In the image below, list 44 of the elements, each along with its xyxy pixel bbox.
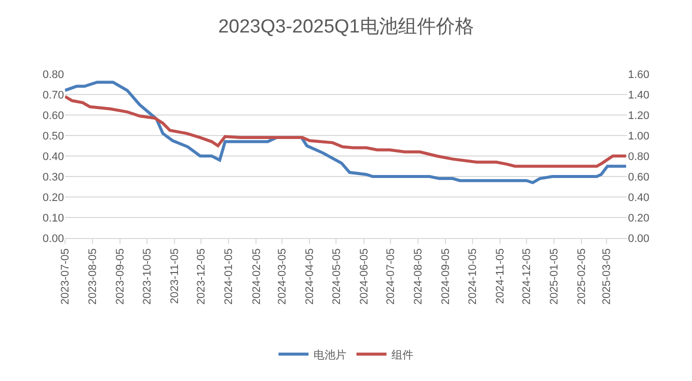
y2-tick-label: 0.60 <box>628 171 650 184</box>
y-tick-label: 0.00 <box>42 232 64 245</box>
x-tick-label: 2024-09-05 <box>440 248 452 305</box>
x-tick-label: 2025-01-05 <box>548 248 561 305</box>
chart-title: 2023Q3-2025Q1电池组件价格 <box>218 16 474 38</box>
x-tick-label: 2024-02-05 <box>250 248 263 305</box>
x-tick-label: 2024-05-05 <box>330 248 343 305</box>
y2-tick-label: 0.00 <box>628 232 650 245</box>
y-tick-label: 0.10 <box>42 212 64 224</box>
x-tick-label: 2024-08-05 <box>412 248 425 305</box>
y2-tick-label: 1.60 <box>628 68 650 81</box>
y2-tick-label: 0.40 <box>628 192 650 204</box>
legend-label: 组件 <box>392 349 414 362</box>
x-tick-label: 2024-12-05 <box>521 248 534 305</box>
y-tick-label: 0.60 <box>42 110 64 122</box>
y-tick-label: 0.70 <box>42 89 64 102</box>
y-tick-label: 0.30 <box>42 171 64 184</box>
x-tick-label: 2023-11-05 <box>168 248 181 304</box>
y2-tick-label: 0.80 <box>628 150 650 163</box>
y2-tick-label: 1.00 <box>628 130 650 142</box>
x-tick-label: 2024-03-05 <box>276 248 289 305</box>
x-tick-label: 2024-01-05 <box>223 248 236 305</box>
line-series <box>65 80 627 184</box>
x-tick-label: 2023-12-05 <box>196 248 208 305</box>
x-tick-label: 2023-09-05 <box>114 248 127 305</box>
y2-tick-label: 0.20 <box>628 212 650 224</box>
legend-label: 电池片 <box>314 348 346 362</box>
y2-tick-label: 1.40 <box>628 89 650 102</box>
x-tick-label: 2025-02-05 <box>576 248 588 305</box>
x-tick-label: 2024-11-05 <box>494 248 506 304</box>
y-tick-label: 0.40 <box>42 150 64 163</box>
y-tick-label: 0.80 <box>42 68 64 81</box>
x-tick-label: 2025-03-05 <box>601 248 614 305</box>
x-tick-label: 2023-08-05 <box>87 248 100 305</box>
x-tick-label: 2024-04-05 <box>304 248 316 305</box>
x-tick-label: 2023-07-05 <box>60 248 72 305</box>
x-tick-label: 2023-10-05 <box>141 248 154 305</box>
line-series <box>65 95 627 168</box>
x-tick-label: 2024-10-05 <box>466 248 479 305</box>
y-tick-label: 0.50 <box>42 130 64 142</box>
y-tick-label: 0.20 <box>42 192 64 204</box>
y2-tick-label: 1.20 <box>628 110 650 122</box>
x-tick-label: 2024-06-05 <box>358 248 370 305</box>
x-tick-label: 2024-07-05 <box>385 248 398 305</box>
